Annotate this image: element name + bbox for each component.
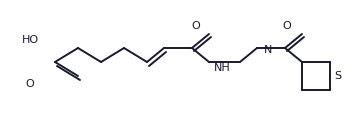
Text: S: S bbox=[334, 71, 342, 81]
Text: N: N bbox=[264, 45, 272, 55]
Text: O: O bbox=[191, 21, 200, 31]
Text: HO: HO bbox=[21, 35, 39, 45]
Text: O: O bbox=[283, 21, 292, 31]
Text: O: O bbox=[26, 79, 34, 89]
Text: NH: NH bbox=[214, 63, 230, 73]
